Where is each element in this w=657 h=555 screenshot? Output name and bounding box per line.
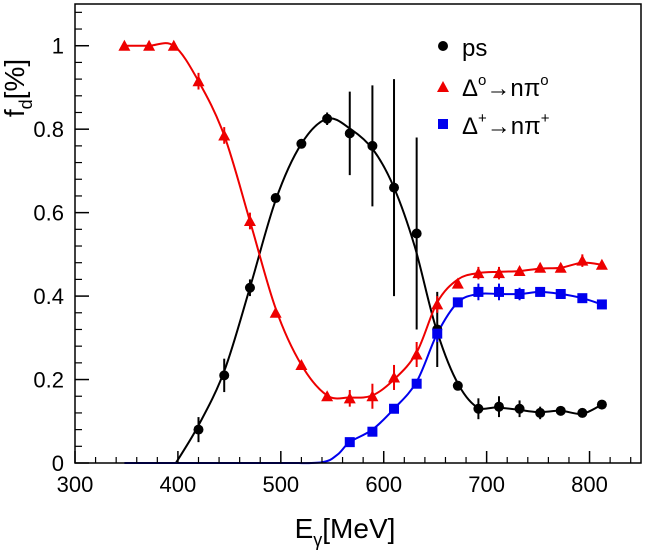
legend-marker-delta0 xyxy=(437,81,449,92)
legend-label-deltaP: Δ+→nπ+ xyxy=(462,110,550,140)
y-tick-label: 0.4 xyxy=(33,284,64,309)
point-delta0 xyxy=(576,254,589,266)
point-ps xyxy=(219,370,230,381)
point-ps xyxy=(493,401,504,412)
y-tick-label: 0.8 xyxy=(33,117,64,142)
point-delta0 xyxy=(472,267,485,279)
point-delta0 xyxy=(167,39,180,51)
y-tick-label: 0.6 xyxy=(33,201,64,226)
legend: ps Δo→nπo Δ+→nπ+ xyxy=(437,35,550,140)
point-delta0 xyxy=(431,298,444,310)
point-deltaP xyxy=(535,286,546,297)
point-delta0 xyxy=(595,258,608,270)
point-delta0 xyxy=(534,261,547,273)
point-deltaP xyxy=(514,289,525,300)
point-deltaP xyxy=(493,286,504,297)
point-ps xyxy=(344,128,355,139)
y-axis-label-sub: d xyxy=(16,99,36,109)
fit-curves xyxy=(124,42,603,465)
point-delta0 xyxy=(321,390,334,402)
x-axis-label-rest: [MeV] xyxy=(322,513,395,544)
point-delta0 xyxy=(388,371,401,383)
curve-delta0 xyxy=(124,42,603,400)
y-tick-label: 0.2 xyxy=(33,368,64,393)
axis-ticks: 300 400 500 600 700 800 0 0.2 0.4 0.6 0.8 1 xyxy=(33,11,632,497)
x-axis-label-sub: γ xyxy=(313,530,322,550)
plot-frame xyxy=(74,3,642,464)
point-delta0 xyxy=(366,390,379,402)
point-delta0 xyxy=(295,358,308,370)
point-delta0 xyxy=(554,261,567,273)
point-ps xyxy=(514,403,525,414)
x-tick-label: 700 xyxy=(468,472,505,497)
point-deltaP xyxy=(577,293,588,304)
point-delta0 xyxy=(513,265,526,277)
y-axis-label-rest: [%] xyxy=(0,59,30,99)
point-deltaP xyxy=(367,426,378,437)
x-axis-label: Eγ[MeV] xyxy=(295,513,396,550)
y-tick-label: 0 xyxy=(52,451,64,476)
point-ps xyxy=(296,138,307,149)
point-deltaP xyxy=(596,299,607,310)
point-ps xyxy=(270,193,281,204)
point-ps xyxy=(193,424,204,435)
y-axis-label-main: f xyxy=(0,109,30,117)
point-ps xyxy=(555,405,566,416)
point-deltaP xyxy=(389,403,400,414)
legend-label-delta0: Δo→nπo xyxy=(462,72,549,102)
point-deltaP xyxy=(344,437,355,448)
point-deltaP xyxy=(452,297,463,308)
point-delta0 xyxy=(343,392,356,404)
point-deltaP xyxy=(411,378,422,389)
point-deltaP xyxy=(555,289,566,300)
legend-marker-ps xyxy=(438,41,448,51)
point-delta0 xyxy=(243,214,256,226)
x-tick-label: 500 xyxy=(262,472,299,497)
point-ps xyxy=(322,113,333,124)
legend-label-ps: ps xyxy=(462,35,487,62)
point-ps xyxy=(596,399,607,410)
point-delta0 xyxy=(192,75,205,87)
point-delta0 xyxy=(410,348,423,360)
point-ps xyxy=(367,140,378,151)
y-tick-label: 1 xyxy=(52,34,64,59)
point-ps xyxy=(577,407,588,418)
data-markers xyxy=(118,39,608,448)
x-tick-label: 400 xyxy=(160,472,197,497)
curve-deltaP xyxy=(124,290,603,465)
point-delta0 xyxy=(118,39,131,51)
error-bars xyxy=(197,72,603,447)
point-ps xyxy=(473,403,484,414)
point-ps xyxy=(244,282,255,293)
y-axis-label: fd[%] xyxy=(0,59,36,117)
point-delta0 xyxy=(269,306,282,318)
point-ps xyxy=(535,407,546,418)
point-ps xyxy=(389,182,400,193)
x-tick-label: 300 xyxy=(57,472,94,497)
point-delta0 xyxy=(218,129,231,141)
point-deltaP xyxy=(473,286,484,297)
x-axis-label-main: E xyxy=(295,513,314,544)
point-ps xyxy=(452,380,463,391)
point-deltaP xyxy=(432,328,443,339)
point-delta0 xyxy=(451,277,464,289)
legend-marker-deltaP xyxy=(438,119,448,129)
x-tick-label: 800 xyxy=(571,472,608,497)
point-delta0 xyxy=(492,267,505,279)
point-ps xyxy=(411,228,422,239)
x-tick-label: 600 xyxy=(365,472,402,497)
point-delta0 xyxy=(143,39,156,51)
